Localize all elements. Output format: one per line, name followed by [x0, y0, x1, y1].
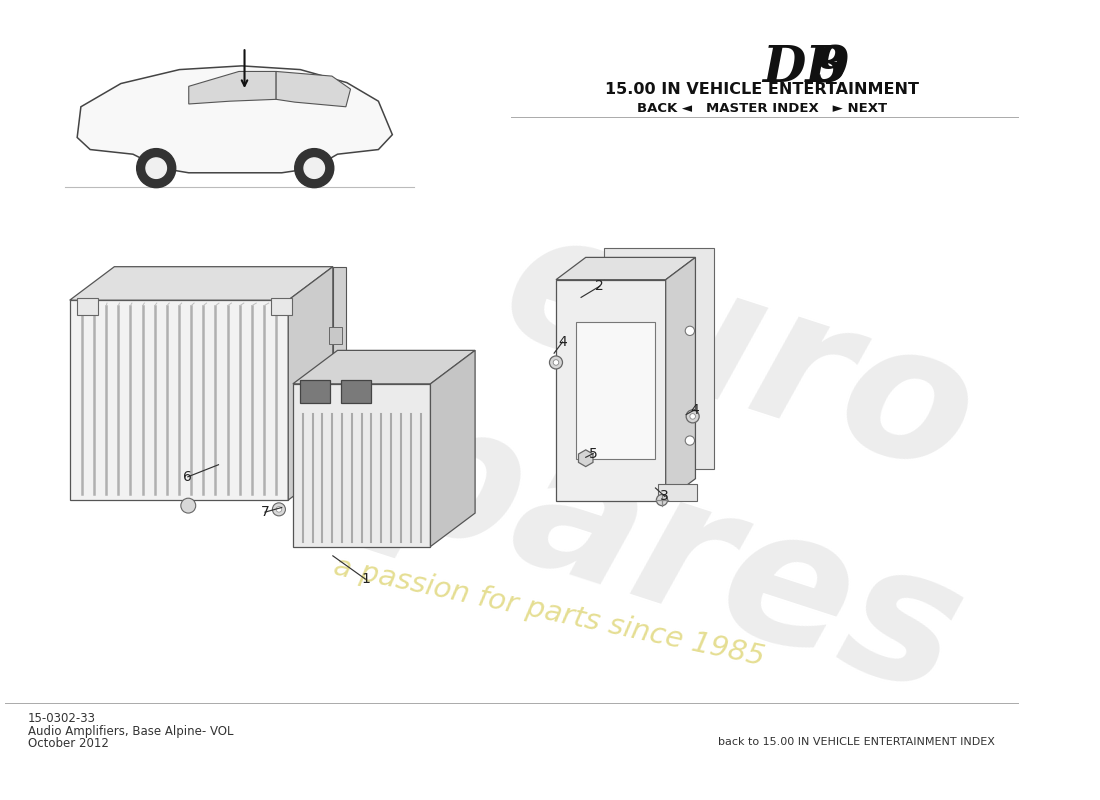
Circle shape [180, 498, 196, 513]
Circle shape [146, 158, 166, 178]
Bar [300, 380, 330, 403]
Text: Audio Amplifiers, Base Alpine- VOL: Audio Amplifiers, Base Alpine- VOL [28, 725, 233, 738]
Text: 1: 1 [361, 572, 370, 586]
Text: 6: 6 [184, 470, 192, 484]
Text: euro
pares: euro pares [365, 177, 1048, 730]
Circle shape [685, 326, 694, 335]
Circle shape [550, 356, 562, 369]
Bar [341, 380, 371, 403]
Text: 7: 7 [261, 505, 270, 519]
Polygon shape [69, 300, 288, 500]
Polygon shape [556, 280, 666, 501]
Text: 4: 4 [690, 403, 698, 417]
Text: October 2012: October 2012 [28, 737, 109, 750]
Circle shape [273, 503, 285, 516]
Circle shape [690, 414, 695, 419]
Polygon shape [69, 266, 333, 300]
Bar [329, 402, 342, 418]
Bar [329, 364, 342, 381]
Bar [658, 484, 696, 501]
Polygon shape [293, 384, 430, 546]
Circle shape [295, 149, 333, 188]
Circle shape [136, 149, 176, 188]
Circle shape [276, 506, 282, 512]
Bar [77, 298, 98, 315]
Bar [329, 438, 342, 455]
Polygon shape [189, 71, 276, 104]
Polygon shape [666, 258, 695, 501]
Polygon shape [333, 266, 345, 466]
Text: 5: 5 [588, 446, 597, 461]
Circle shape [304, 158, 324, 178]
Polygon shape [430, 350, 475, 546]
Polygon shape [288, 266, 333, 500]
Text: 15.00 IN VEHICLE ENTERTAINMENT: 15.00 IN VEHICLE ENTERTAINMENT [605, 82, 920, 97]
Bar [329, 327, 342, 344]
Polygon shape [77, 66, 393, 173]
Polygon shape [579, 450, 593, 466]
Text: a passion for parts since 1985: a passion for parts since 1985 [330, 552, 767, 671]
Text: BACK ◄   MASTER INDEX   ► NEXT: BACK ◄ MASTER INDEX ► NEXT [637, 102, 888, 115]
Text: 15-0302-33: 15-0302-33 [28, 712, 96, 725]
Text: 2: 2 [595, 279, 604, 294]
Circle shape [657, 494, 668, 506]
Circle shape [553, 360, 559, 366]
Polygon shape [276, 71, 351, 106]
Text: back to 15.00 IN VEHICLE ENTERTAINMENT INDEX: back to 15.00 IN VEHICLE ENTERTAINMENT I… [718, 737, 994, 747]
Polygon shape [293, 350, 475, 384]
Circle shape [685, 436, 694, 446]
Polygon shape [556, 258, 695, 280]
Text: 3: 3 [660, 490, 669, 503]
Text: DB: DB [762, 45, 848, 94]
Polygon shape [576, 322, 654, 459]
Text: 9: 9 [814, 45, 849, 94]
Bar [272, 298, 292, 315]
Text: 4: 4 [558, 335, 566, 349]
Circle shape [686, 410, 700, 423]
Polygon shape [604, 248, 714, 470]
